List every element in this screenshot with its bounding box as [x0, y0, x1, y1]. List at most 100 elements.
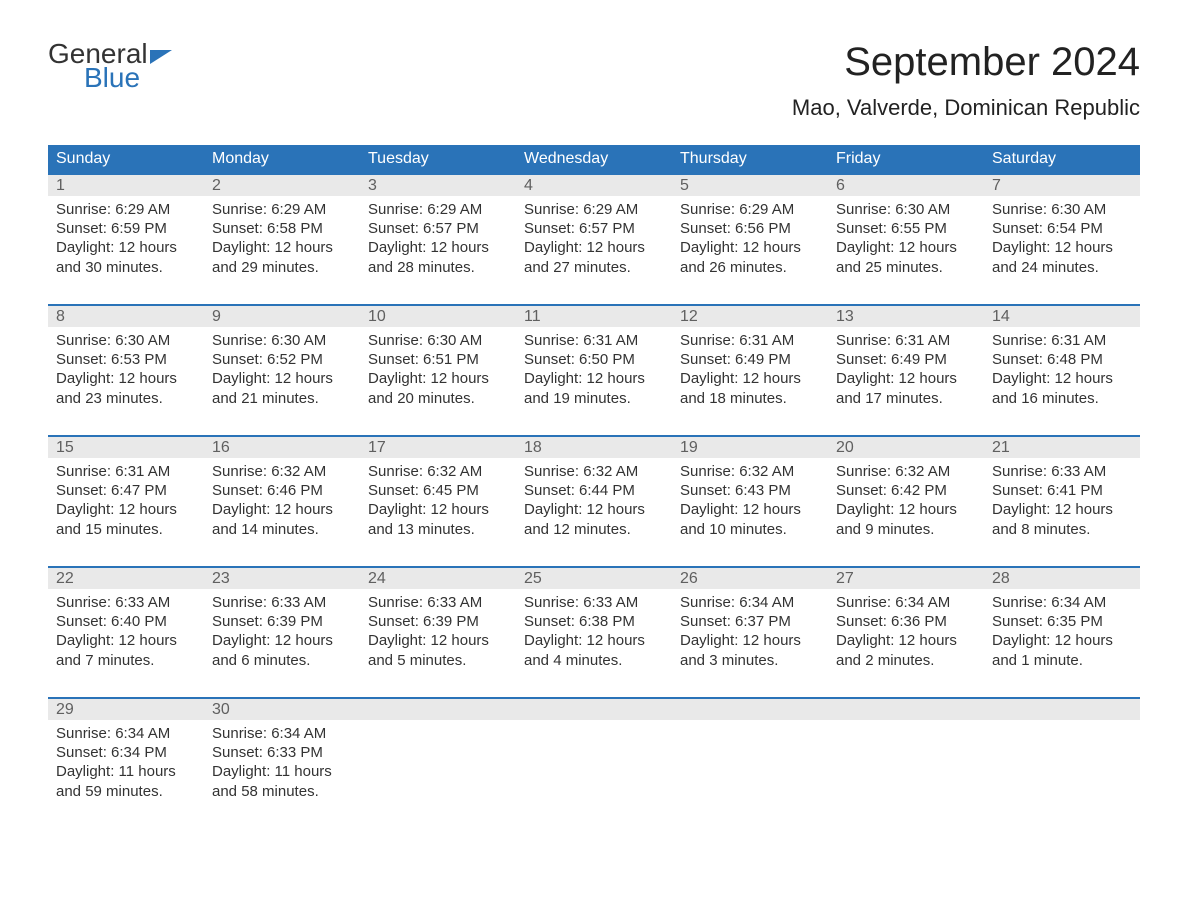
day-number: 20 [828, 437, 984, 458]
cell-sunset: Sunset: 6:50 PM [524, 350, 664, 369]
calendar-cell: Sunrise: 6:29 AMSunset: 6:59 PMDaylight:… [48, 196, 204, 282]
month-title: September 2024 [792, 40, 1140, 85]
cell-dl2: and 19 minutes. [524, 389, 664, 408]
day-header-row: Sunday Monday Tuesday Wednesday Thursday… [48, 145, 1140, 173]
cell-sunset: Sunset: 6:43 PM [680, 481, 820, 500]
cell-dl1: Daylight: 12 hours [836, 631, 976, 650]
cell-dl1: Daylight: 12 hours [368, 631, 508, 650]
cell-dl1: Daylight: 12 hours [836, 500, 976, 519]
day-number: 23 [204, 568, 360, 589]
cell-dl2: and 12 minutes. [524, 520, 664, 539]
day-number: 16 [204, 437, 360, 458]
cell-sunset: Sunset: 6:59 PM [56, 219, 196, 238]
calendar-cell: Sunrise: 6:34 AMSunset: 6:36 PMDaylight:… [828, 589, 984, 675]
logo-text-2: Blue [84, 64, 140, 92]
cell-sunrise: Sunrise: 6:31 AM [680, 331, 820, 350]
cell-dl2: and 5 minutes. [368, 651, 508, 670]
calendar-cell [672, 720, 828, 806]
day-number: 2 [204, 175, 360, 196]
cell-sunrise: Sunrise: 6:32 AM [212, 462, 352, 481]
day-number: 3 [360, 175, 516, 196]
calendar-cell: Sunrise: 6:31 AMSunset: 6:49 PMDaylight:… [828, 327, 984, 413]
calendar-cell: Sunrise: 6:29 AMSunset: 6:57 PMDaylight:… [516, 196, 672, 282]
cell-sunset: Sunset: 6:55 PM [836, 219, 976, 238]
cell-dl2: and 28 minutes. [368, 258, 508, 277]
cell-dl2: and 9 minutes. [836, 520, 976, 539]
cell-sunset: Sunset: 6:57 PM [368, 219, 508, 238]
day-number: 18 [516, 437, 672, 458]
cell-sunset: Sunset: 6:54 PM [992, 219, 1132, 238]
daynum-row: 1234567 [48, 175, 1140, 196]
calendar-cell: Sunrise: 6:31 AMSunset: 6:47 PMDaylight:… [48, 458, 204, 544]
day-number: 12 [672, 306, 828, 327]
cell-dl1: Daylight: 12 hours [56, 238, 196, 257]
cell-sunset: Sunset: 6:47 PM [56, 481, 196, 500]
day-number: 26 [672, 568, 828, 589]
cell-sunset: Sunset: 6:44 PM [524, 481, 664, 500]
cell-sunrise: Sunrise: 6:34 AM [56, 724, 196, 743]
cell-sunrise: Sunrise: 6:34 AM [212, 724, 352, 743]
cell-dl2: and 3 minutes. [680, 651, 820, 670]
day-number: 29 [48, 699, 204, 720]
cell-sunset: Sunset: 6:53 PM [56, 350, 196, 369]
calendar-cell: Sunrise: 6:33 AMSunset: 6:38 PMDaylight:… [516, 589, 672, 675]
calendar-week: 1234567Sunrise: 6:29 AMSunset: 6:59 PMDa… [48, 173, 1140, 282]
day-header: Friday [828, 145, 984, 173]
cell-dl1: Daylight: 12 hours [680, 238, 820, 257]
cell-dl1: Daylight: 12 hours [212, 369, 352, 388]
cell-dl1: Daylight: 12 hours [524, 369, 664, 388]
cell-dl1: Daylight: 12 hours [368, 238, 508, 257]
day-number: 4 [516, 175, 672, 196]
cell-sunset: Sunset: 6:46 PM [212, 481, 352, 500]
cell-sunrise: Sunrise: 6:32 AM [368, 462, 508, 481]
cell-dl2: and 18 minutes. [680, 389, 820, 408]
calendar-cell: Sunrise: 6:29 AMSunset: 6:58 PMDaylight:… [204, 196, 360, 282]
location-subtitle: Mao, Valverde, Dominican Republic [792, 95, 1140, 121]
cell-dl1: Daylight: 12 hours [368, 369, 508, 388]
day-number: 15 [48, 437, 204, 458]
cell-sunrise: Sunrise: 6:32 AM [524, 462, 664, 481]
cell-sunset: Sunset: 6:49 PM [836, 350, 976, 369]
cell-dl2: and 14 minutes. [212, 520, 352, 539]
calendar-cell: Sunrise: 6:31 AMSunset: 6:50 PMDaylight:… [516, 327, 672, 413]
cell-dl2: and 21 minutes. [212, 389, 352, 408]
cell-dl1: Daylight: 12 hours [56, 500, 196, 519]
cell-sunset: Sunset: 6:48 PM [992, 350, 1132, 369]
day-number: 10 [360, 306, 516, 327]
calendar-cell [516, 720, 672, 806]
logo: General Blue [48, 40, 172, 92]
day-number: 25 [516, 568, 672, 589]
cell-sunset: Sunset: 6:40 PM [56, 612, 196, 631]
cell-sunrise: Sunrise: 6:29 AM [56, 200, 196, 219]
cell-sunrise: Sunrise: 6:31 AM [992, 331, 1132, 350]
cell-sunrise: Sunrise: 6:29 AM [680, 200, 820, 219]
calendar-cell [984, 720, 1140, 806]
cell-dl2: and 15 minutes. [56, 520, 196, 539]
cell-sunset: Sunset: 6:57 PM [524, 219, 664, 238]
cell-sunset: Sunset: 6:39 PM [368, 612, 508, 631]
calendar-week: 2930Sunrise: 6:34 AMSunset: 6:34 PMDayli… [48, 697, 1140, 806]
cell-sunrise: Sunrise: 6:30 AM [212, 331, 352, 350]
cell-sunrise: Sunrise: 6:31 AM [56, 462, 196, 481]
day-number [672, 699, 828, 720]
daynum-row: 15161718192021 [48, 437, 1140, 458]
calendar-cell: Sunrise: 6:34 AMSunset: 6:34 PMDaylight:… [48, 720, 204, 806]
day-header: Monday [204, 145, 360, 173]
cell-dl1: Daylight: 12 hours [524, 631, 664, 650]
cell-sunset: Sunset: 6:45 PM [368, 481, 508, 500]
cell-dl2: and 2 minutes. [836, 651, 976, 670]
calendar-cell: Sunrise: 6:33 AMSunset: 6:40 PMDaylight:… [48, 589, 204, 675]
cell-sunset: Sunset: 6:51 PM [368, 350, 508, 369]
day-number [984, 699, 1140, 720]
cell-sunset: Sunset: 6:37 PM [680, 612, 820, 631]
logo-triangle-icon [150, 50, 172, 64]
calendar: Sunday Monday Tuesday Wednesday Thursday… [48, 145, 1140, 806]
cell-sunrise: Sunrise: 6:33 AM [56, 593, 196, 612]
day-number: 13 [828, 306, 984, 327]
cell-dl1: Daylight: 12 hours [524, 500, 664, 519]
day-number: 22 [48, 568, 204, 589]
cell-dl2: and 13 minutes. [368, 520, 508, 539]
cell-dl1: Daylight: 12 hours [212, 238, 352, 257]
calendar-cell: Sunrise: 6:30 AMSunset: 6:55 PMDaylight:… [828, 196, 984, 282]
cell-dl2: and 4 minutes. [524, 651, 664, 670]
